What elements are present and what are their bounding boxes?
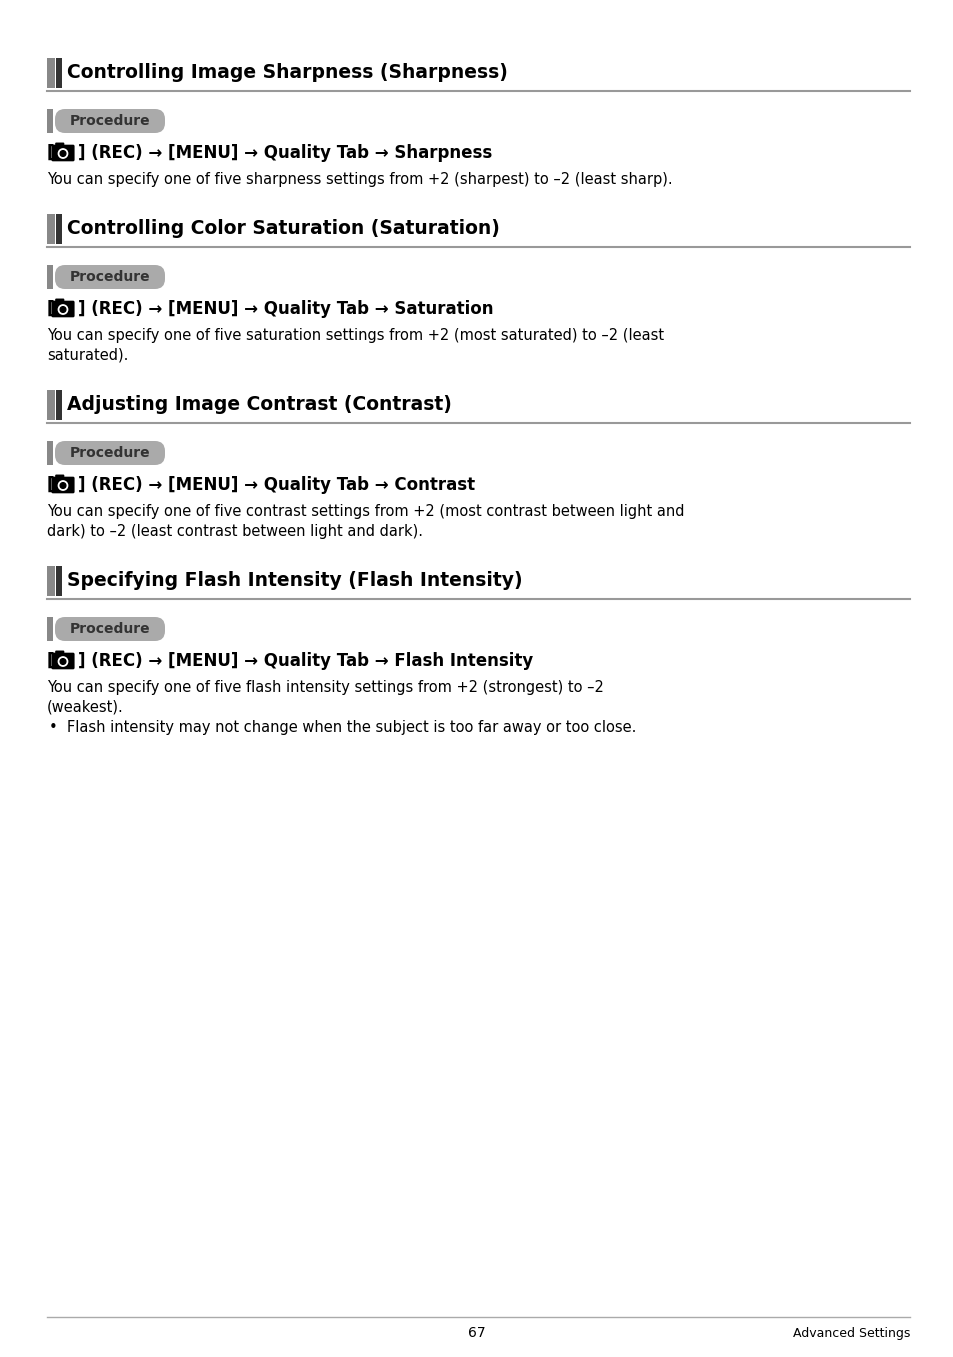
Bar	[47, 566, 55, 596]
FancyBboxPatch shape	[55, 650, 64, 657]
Text: Controlling Image Sharpness (Sharpness): Controlling Image Sharpness (Sharpness)	[67, 64, 507, 83]
Text: [: [	[47, 144, 54, 161]
Text: Procedure: Procedure	[70, 446, 151, 460]
Bar	[56, 389, 62, 421]
Circle shape	[58, 305, 68, 315]
Circle shape	[58, 480, 68, 490]
Text: Specifying Flash Intensity (Flash Intensity): Specifying Flash Intensity (Flash Intens…	[67, 571, 522, 590]
FancyBboxPatch shape	[55, 142, 64, 148]
FancyBboxPatch shape	[55, 109, 165, 133]
Text: [: [	[47, 476, 54, 494]
Bar	[56, 566, 62, 596]
Text: [: [	[47, 300, 54, 318]
Bar	[56, 214, 62, 244]
Text: Procedure: Procedure	[70, 622, 151, 636]
FancyBboxPatch shape	[55, 475, 64, 480]
Bar	[47, 214, 55, 244]
FancyBboxPatch shape	[55, 265, 165, 289]
Text: (weakest).: (weakest).	[47, 700, 124, 715]
Text: ] (REC) → [MENU] → Quality Tab → Sharpness: ] (REC) → [MENU] → Quality Tab → Sharpne…	[78, 144, 492, 161]
FancyBboxPatch shape	[51, 145, 74, 161]
Circle shape	[60, 307, 66, 312]
Circle shape	[60, 483, 66, 489]
Text: Adjusting Image Contrast (Contrast): Adjusting Image Contrast (Contrast)	[67, 395, 452, 414]
FancyBboxPatch shape	[55, 299, 64, 304]
Bar	[47, 441, 53, 465]
Text: dark) to –2 (least contrast between light and dark).: dark) to –2 (least contrast between ligh…	[47, 524, 422, 539]
FancyBboxPatch shape	[51, 476, 74, 494]
Text: You can specify one of five contrast settings from +2 (most contrast between lig: You can specify one of five contrast set…	[47, 503, 684, 518]
Bar	[47, 389, 55, 421]
Bar	[47, 265, 53, 289]
Text: Advanced Settings: Advanced Settings	[792, 1327, 909, 1339]
Circle shape	[58, 657, 68, 666]
FancyBboxPatch shape	[55, 617, 165, 641]
Bar	[47, 617, 53, 641]
Bar	[56, 58, 62, 88]
Circle shape	[58, 149, 68, 159]
Text: Procedure: Procedure	[70, 270, 151, 284]
Text: [: [	[47, 651, 54, 670]
FancyBboxPatch shape	[55, 441, 165, 465]
Bar	[47, 109, 53, 133]
Circle shape	[60, 151, 66, 156]
Text: ] (REC) → [MENU] → Quality Tab → Saturation: ] (REC) → [MENU] → Quality Tab → Saturat…	[78, 300, 493, 318]
Circle shape	[60, 658, 66, 665]
Text: You can specify one of five saturation settings from +2 (most saturated) to –2 (: You can specify one of five saturation s…	[47, 328, 663, 343]
Text: Procedure: Procedure	[70, 114, 151, 128]
FancyBboxPatch shape	[51, 301, 74, 318]
FancyBboxPatch shape	[51, 653, 74, 669]
Text: You can specify one of five flash intensity settings from +2 (strongest) to –2: You can specify one of five flash intens…	[47, 680, 603, 695]
Text: You can specify one of five sharpness settings from +2 (sharpest) to –2 (least s: You can specify one of five sharpness se…	[47, 172, 672, 187]
Bar	[47, 58, 55, 88]
Text: Controlling Color Saturation (Saturation): Controlling Color Saturation (Saturation…	[67, 220, 499, 239]
Text: ] (REC) → [MENU] → Quality Tab → Contrast: ] (REC) → [MENU] → Quality Tab → Contras…	[78, 476, 475, 494]
Text: saturated).: saturated).	[47, 347, 129, 364]
Text: ] (REC) → [MENU] → Quality Tab → Flash Intensity: ] (REC) → [MENU] → Quality Tab → Flash I…	[78, 651, 533, 670]
Text: 67: 67	[468, 1326, 485, 1339]
Text: •  Flash intensity may not change when the subject is too far away or too close.: • Flash intensity may not change when th…	[49, 721, 636, 735]
